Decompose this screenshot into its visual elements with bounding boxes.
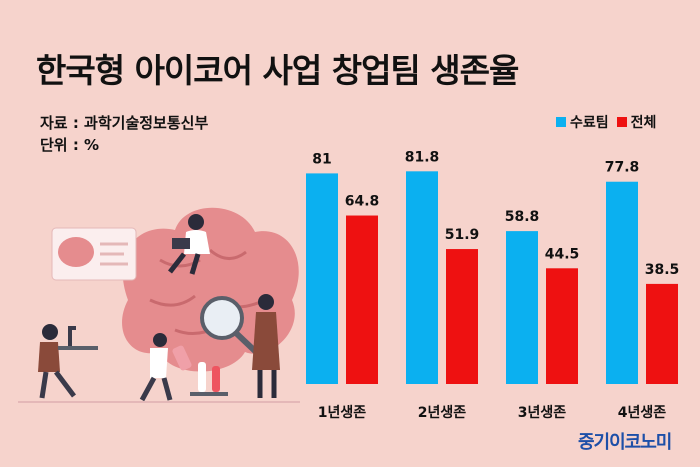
- chart-title: 한국형 아이코어 사업 창업팀 생존율: [36, 51, 519, 90]
- data-label-total-2: 51.9: [445, 227, 480, 243]
- bar-total-1: [346, 215, 378, 384]
- bar-completed-2: [406, 171, 438, 384]
- legend-total: 전체: [616, 112, 656, 132]
- data-label-completed-2: 81.8: [405, 149, 440, 165]
- data-label-completed-1: 81: [312, 151, 331, 167]
- category-label-4: 4년생존: [618, 405, 667, 421]
- person-laptop-icon: [168, 214, 210, 275]
- category-label-3: 3년생존: [518, 405, 567, 421]
- source-label: 자료 : 과학기술정보통신부: [40, 114, 209, 132]
- legend-completed: 수료팀: [556, 112, 609, 132]
- data-label-total-4: 38.5: [645, 262, 680, 278]
- bar-completed-4: [606, 181, 638, 384]
- category-label-2: 2년생존: [418, 405, 467, 421]
- test-tubes-icon: [190, 362, 228, 396]
- category-label-1: 1년생존: [318, 405, 367, 421]
- bar-total-4: [646, 283, 678, 384]
- person-scientist-icon: [139, 333, 192, 402]
- magnifier-icon: [200, 296, 259, 355]
- bar-total-2: [446, 249, 478, 384]
- data-label-total-1: 64.8: [345, 194, 380, 210]
- bar-total-3: [546, 268, 578, 384]
- data-label-total-3: 44.5: [545, 246, 580, 262]
- legend-swatch-total: [616, 117, 627, 127]
- data-label-completed-4: 77.8: [605, 160, 640, 176]
- bar-completed-1: [306, 173, 338, 384]
- unit-label: 단위 : %: [40, 136, 100, 154]
- legend: 수료팀 전체: [556, 112, 656, 132]
- person-microscope-icon: [38, 324, 98, 399]
- publisher-logo: 중기이코노미: [578, 432, 672, 453]
- person-magnifier-icon: [252, 294, 280, 398]
- legend-swatch-completed: [556, 117, 566, 127]
- data-label-completed-3: 58.8: [505, 209, 540, 225]
- brain-icon: [122, 207, 299, 372]
- monitor-card-icon: [51, 227, 137, 281]
- bar-completed-3: [506, 231, 538, 384]
